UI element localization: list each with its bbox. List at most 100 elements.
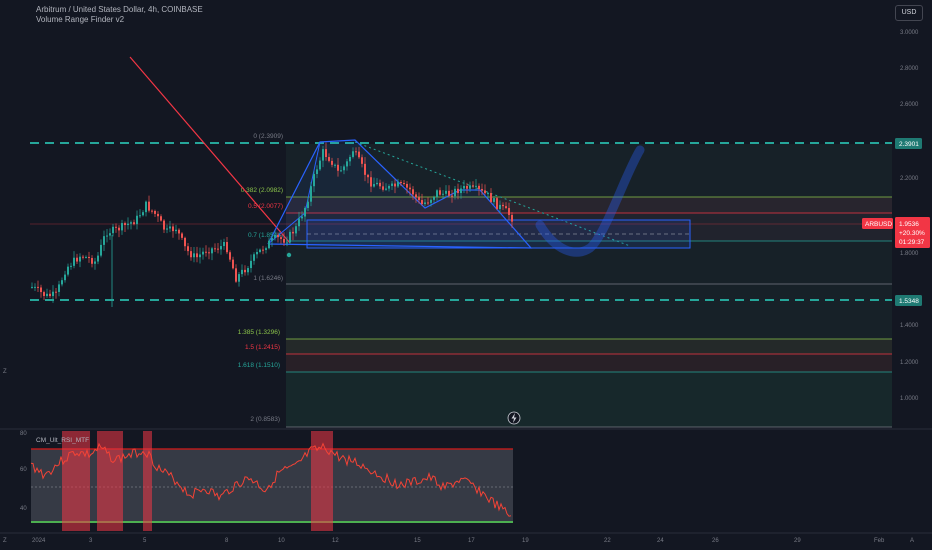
candle-body [340, 170, 342, 172]
candle-body [352, 151, 354, 157]
candle-body [289, 231, 291, 243]
candle-body [412, 189, 414, 195]
candle-body [103, 236, 105, 245]
candle-body [217, 248, 219, 250]
candle-body [349, 156, 351, 162]
candle-body [328, 157, 330, 161]
candle-body [205, 251, 207, 253]
candle-body [142, 212, 144, 216]
harmonic-pattern[interactable] [267, 139, 533, 249]
candle-body [334, 164, 336, 166]
candle-body [133, 222, 135, 225]
price-tick: 3.0000 [900, 30, 919, 36]
down-trendline[interactable] [129, 56, 291, 244]
time-label: 17 [468, 538, 475, 544]
brush-annotation[interactable] [535, 145, 645, 257]
candle-body [424, 202, 426, 205]
fib-label-382: 0.382 (2.0982) [241, 187, 283, 194]
candle-body [490, 193, 492, 202]
candlestick-series[interactable] [31, 142, 513, 307]
candle-body [160, 216, 162, 221]
candle-body [256, 252, 258, 255]
candle-body [403, 182, 405, 184]
price-tick: 1.4000 [900, 323, 919, 329]
candle-body [259, 249, 261, 253]
symbol-title[interactable]: Arbitrum / United States Dollar, 4h, COI… [36, 5, 203, 14]
fib-label-1: 1 (1.6246) [253, 275, 283, 282]
candle-body [286, 242, 288, 244]
candle-body [316, 169, 318, 174]
candle-body [190, 251, 192, 258]
candle-body [208, 252, 210, 254]
price-label-bottom: 1.5348 [899, 298, 919, 305]
candle-body [115, 226, 117, 228]
fib-retracement[interactable]: 0 (2.3909) 0.382 (2.0982) 0.5 (2.0077) 0… [238, 133, 892, 428]
price-tick: 1.8000 [900, 251, 919, 257]
price-tick: 2.6000 [900, 102, 919, 108]
time-label: Feb [874, 538, 885, 544]
candle-body [295, 226, 297, 234]
fib-label-1500: 1.5 (1.2415) [245, 344, 280, 351]
fib-label-0: 0 (2.3909) [253, 133, 283, 140]
time-label: 5 [143, 538, 147, 544]
candle-body [262, 249, 264, 251]
candle-body [73, 257, 75, 266]
candle-body [496, 198, 498, 209]
candle-body [100, 244, 102, 256]
candle-body [37, 286, 39, 288]
candle-body [148, 201, 150, 211]
candle-body [52, 291, 54, 297]
candle-body [79, 256, 81, 262]
dotted-trendline[interactable] [354, 141, 631, 247]
candle-body [463, 185, 465, 189]
time-label: 26 [712, 538, 719, 544]
candle-body [466, 185, 468, 189]
candle-body [361, 157, 363, 164]
candle-body [313, 173, 315, 187]
candle-body [427, 202, 429, 204]
candle-body [67, 266, 69, 275]
fib-zone-500-700 [286, 213, 892, 241]
fib-zone-1618-2 [286, 372, 892, 427]
candle-body [49, 293, 51, 297]
price-axis[interactable]: 3.0000 2.8000 2.6000 2.2000 1.8000 1.400… [862, 30, 930, 402]
candle-body [499, 204, 501, 209]
currency-button[interactable]: USD [895, 5, 923, 21]
candle-body [418, 197, 420, 201]
current-change: +20.30% [899, 230, 925, 237]
candle-body [391, 183, 393, 186]
time-label: 19 [522, 538, 529, 544]
candle-body [331, 160, 333, 165]
time-label: 12 [332, 538, 339, 544]
candle-body [322, 149, 324, 161]
candle-body [97, 255, 99, 262]
rsi-line[interactable] [30, 442, 512, 517]
candle-body [388, 185, 390, 189]
candle-body [367, 174, 369, 178]
candle-body [421, 200, 423, 205]
candle-body [193, 253, 195, 258]
rsi-highlight [311, 431, 333, 531]
candle-body [118, 227, 120, 231]
candle-body [244, 269, 246, 273]
lightning-icon[interactable] [507, 411, 521, 425]
candle-body [265, 248, 267, 250]
candle-body [430, 199, 432, 203]
rsi-pane[interactable]: CM_Ult_RSI_MTF 80 60 40 [0, 428, 932, 531]
candle-body [151, 210, 153, 212]
indicator-title[interactable]: Volume Range Finder v2 [36, 15, 125, 24]
candle-body [82, 256, 84, 258]
candle-body [487, 193, 489, 195]
price-tick: 2.2000 [900, 176, 919, 182]
candle-body [169, 226, 171, 229]
candle-body [235, 268, 237, 282]
corner-label-right: A [910, 538, 914, 544]
candle-body [34, 286, 36, 288]
candle-body [454, 188, 456, 197]
fib-label-700: 0.7 (1.8544) [248, 232, 283, 239]
candle-countdown: 01:29:37 [899, 239, 925, 246]
time-axis[interactable]: 2024 3 5 8 10 12 15 17 19 22 24 26 29 Fe… [0, 369, 932, 544]
candle-body [202, 251, 204, 255]
candle-body [211, 248, 213, 254]
